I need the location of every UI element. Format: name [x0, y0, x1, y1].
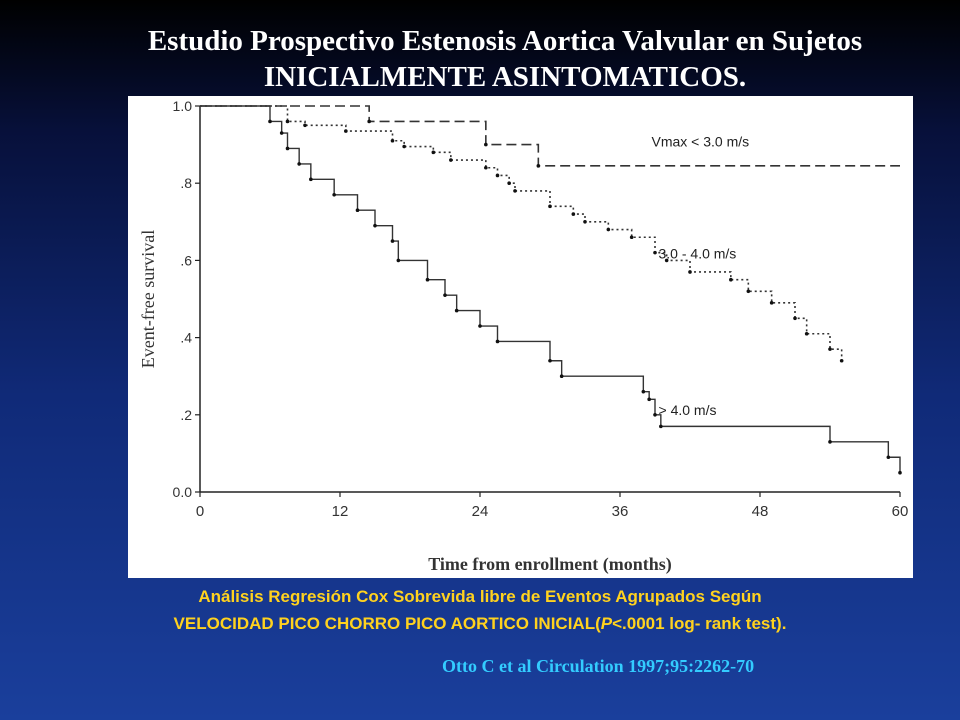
event-mark: [769, 301, 774, 305]
event-mark: [478, 324, 482, 328]
survival-curve-0: [200, 105, 900, 167]
event-mark: [507, 181, 511, 185]
x-tick-label: 48: [752, 503, 769, 520]
event-mark: [513, 189, 517, 193]
y-tick-label: .4: [180, 330, 192, 346]
x-tick-label: 36: [612, 503, 629, 520]
event-mark: [536, 164, 541, 168]
event-mark: [484, 142, 488, 147]
event-mark: [886, 455, 891, 460]
event-mark: [449, 158, 453, 162]
survival-curves: [200, 105, 902, 475]
title-line-1: Estudio Prospectivo Estenosis Aortica Va…: [147, 25, 863, 57]
event-mark: [839, 358, 844, 363]
event-mark: [495, 339, 500, 344]
kaplan-meier-chart: 0.0 .2 .4 .6 .8 1.0 0 12 24 36 48 60 Time from enrol…: [138, 98, 908, 575]
event-mark: [548, 358, 552, 363]
y-axis-label: Event-free survival: [138, 230, 158, 368]
y-tick-label: .2: [180, 407, 192, 423]
event-mark: [495, 173, 500, 178]
event-mark: [629, 235, 634, 240]
event-mark: [647, 397, 651, 402]
event-mark: [279, 131, 284, 135]
event-mark: [804, 331, 809, 336]
event-mark: [454, 308, 459, 313]
event-mark: [583, 220, 587, 224]
event-mark: [659, 424, 663, 429]
event-mark: [402, 144, 406, 149]
x-tick-label: 12: [332, 503, 349, 520]
event-mark: [559, 374, 564, 379]
event-mark: [484, 165, 488, 170]
event-mark: [653, 250, 657, 255]
event-mark: [664, 258, 669, 263]
event-mark: [793, 316, 797, 321]
curve-labels: Vmax < 3.0 m/s 3.0 - 4.0 m/s > 4.0 m/s: [652, 134, 750, 418]
event-mark: [641, 389, 646, 394]
y-tick-label: .6: [180, 252, 192, 268]
x-tick-label: 60: [892, 503, 909, 520]
event-mark: [425, 277, 430, 282]
event-mark: [548, 204, 552, 209]
event-mark: [268, 119, 272, 124]
event-mark: [828, 440, 832, 444]
event-mark: [297, 162, 301, 166]
x-tick-label: 0: [196, 503, 204, 520]
chart-axes: 0.0 .2 .4 .6 .8 1.0 0 12 24 36 48 60 Time from enrol…: [138, 98, 908, 575]
curve-label-1: 3.0 - 4.0 m/s: [659, 245, 737, 261]
event-mark: [373, 223, 377, 228]
event-mark: [285, 119, 290, 124]
caption-line-2: VELOCIDAD PICO CHORRO PICO AORTICO INICI…: [0, 612, 960, 636]
caption-p-symbol: P: [600, 614, 613, 633]
event-mark: [688, 270, 692, 274]
curve-label-0: Vmax < 3.0 m/s: [652, 134, 750, 150]
event-mark: [898, 470, 902, 475]
caption-line-1: Análisis Regresión Cox Sobrevida libre d…: [198, 587, 762, 606]
event-mark: [828, 347, 832, 351]
citation: Otto C et al Circulation 1997;95:2262-70: [442, 656, 755, 676]
y-tick-label: 0.0: [173, 484, 193, 500]
event-mark: [390, 239, 395, 243]
x-axis-label: Time from enrollment (months): [428, 554, 671, 575]
event-mark: [303, 123, 307, 128]
event-mark: [746, 289, 751, 294]
caption-line-2a: VELOCIDAD PICO CHORRO PICO AORTICO INICI…: [173, 614, 601, 633]
event-mark: [355, 208, 360, 213]
event-mark: [344, 129, 348, 133]
event-mark: [367, 119, 371, 124]
event-mark: [396, 258, 401, 263]
y-tick-label: 1.0: [173, 98, 193, 114]
curve-label-2: > 4.0 m/s: [659, 402, 717, 418]
event-mark: [285, 146, 290, 151]
y-tick-label: .8: [180, 175, 192, 191]
x-tick-label: 24: [472, 503, 489, 520]
event-mark: [332, 192, 336, 197]
event-mark: [431, 150, 436, 155]
survival-curve-2: [200, 105, 901, 473]
chart-panel: 0.0 .2 .4 .6 .8 1.0 0 12 24 36 48 60 Time from enrol…: [128, 96, 913, 578]
event-mark: [729, 277, 733, 282]
title-line-2: INICIALMENTE ASINTOMATICOS.: [263, 61, 747, 93]
caption-line-2b: <.0001 log- rank test).: [612, 614, 787, 633]
event-mark: [309, 177, 313, 182]
event-mark: [443, 293, 447, 297]
event-mark: [390, 138, 395, 143]
event-mark: [571, 212, 576, 216]
event-mark: [606, 227, 611, 232]
event-mark: [653, 413, 657, 417]
